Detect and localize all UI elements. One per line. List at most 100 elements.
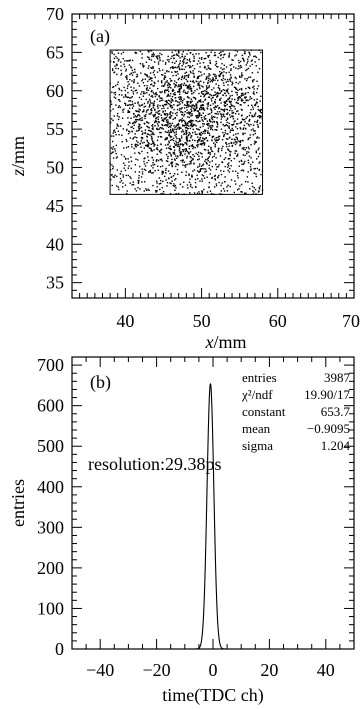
scatter-point	[150, 66, 152, 69]
scatter-point	[179, 154, 181, 157]
scatter-point	[239, 97, 242, 99]
scatter-point	[163, 113, 166, 115]
scatter-point	[164, 76, 167, 79]
scatter-point	[138, 114, 140, 116]
scatter-point	[150, 148, 152, 150]
scatter-point	[197, 60, 200, 62]
scatter-point	[204, 168, 207, 170]
scatter-point	[239, 140, 241, 143]
scatter-point	[182, 164, 184, 166]
scatter-point	[246, 68, 248, 71]
scatter-point	[229, 74, 232, 76]
scatter-point	[175, 178, 177, 180]
scatter-point	[141, 104, 144, 106]
scatter-point	[234, 108, 236, 110]
scatter-point	[185, 142, 187, 145]
scatter-point	[211, 136, 214, 139]
scatter-point	[181, 117, 184, 120]
scatter-point	[235, 126, 237, 128]
scatter-point	[157, 118, 160, 121]
scatter-point	[236, 102, 238, 104]
scatter-point	[127, 85, 129, 87]
scatter-point	[209, 104, 212, 107]
scatter-point	[183, 149, 185, 151]
scatter-point	[229, 116, 232, 118]
scatter-point	[143, 163, 146, 165]
scatter-point	[138, 174, 140, 177]
scatter-point	[202, 132, 204, 135]
scatter-point	[195, 105, 198, 107]
scatter-point	[250, 168, 252, 170]
scatter-point	[220, 108, 222, 111]
scatter-point	[226, 89, 228, 91]
scatter-point	[245, 99, 248, 102]
scatter-point	[124, 93, 127, 96]
scatter-point	[252, 92, 255, 95]
scatter-point	[130, 96, 132, 99]
scatter-point	[140, 136, 143, 139]
scatter-point	[197, 83, 199, 85]
scatter-point	[110, 174, 113, 176]
scatter-point	[201, 74, 203, 76]
scatter-point	[134, 144, 136, 146]
scatter-point	[244, 154, 246, 157]
scatter-point	[247, 181, 249, 183]
scatter-point	[111, 151, 114, 154]
scatter-point	[190, 161, 192, 163]
scatter-point	[258, 58, 260, 61]
scatter-point	[126, 76, 128, 79]
scatter-point	[169, 117, 171, 119]
scatter-point	[188, 105, 190, 107]
scatter-point	[184, 164, 186, 167]
scatter-point	[166, 138, 168, 140]
scatter-point	[152, 141, 155, 143]
scatter-point	[189, 66, 191, 69]
scatter-point	[247, 123, 250, 126]
scatter-point	[110, 152, 113, 155]
scatter-point	[188, 88, 190, 90]
scatter-point	[228, 98, 230, 100]
scatter-point	[139, 188, 141, 190]
scatter-point	[220, 58, 222, 60]
scatter-point	[128, 100, 130, 102]
scatter-point	[137, 159, 139, 161]
scatter-point	[114, 131, 117, 133]
scatter-point	[157, 63, 160, 65]
scatter-point	[161, 74, 163, 76]
scatter-point	[128, 131, 131, 133]
scatter-point	[217, 139, 219, 141]
scatter-point	[244, 101, 246, 104]
scatter-point	[111, 140, 114, 143]
scatter-point	[143, 147, 146, 149]
scatter-point	[185, 131, 187, 133]
scatter-x-tick-label: 50	[193, 311, 211, 331]
scatter-point	[186, 53, 188, 55]
scatter-point	[223, 158, 225, 161]
scatter-point	[118, 133, 120, 136]
scatter-point	[220, 90, 223, 93]
scatter-point	[233, 120, 235, 123]
scatter-point	[119, 181, 121, 183]
scatter-point	[152, 161, 154, 164]
scatter-point	[147, 100, 149, 103]
scatter-point	[231, 84, 233, 86]
scatter-point	[231, 112, 233, 114]
scatter-point	[186, 137, 189, 139]
scatter-point	[174, 80, 176, 82]
scatter-point	[207, 124, 209, 126]
scatter-point	[121, 109, 124, 111]
scatter-point	[255, 151, 258, 154]
scatter-point	[150, 109, 152, 111]
scatter-point	[117, 81, 119, 83]
scatter-point	[179, 126, 181, 129]
scatter-point	[151, 133, 153, 135]
scatter-point	[227, 169, 229, 172]
scatter-point	[130, 126, 132, 128]
scatter-point	[193, 124, 196, 126]
scatter-point	[147, 89, 149, 91]
scatter-point	[111, 148, 114, 150]
scatter-point	[196, 192, 199, 195]
scatter-point	[226, 124, 229, 127]
scatter-point	[221, 68, 224, 71]
scatter-point	[218, 84, 220, 87]
